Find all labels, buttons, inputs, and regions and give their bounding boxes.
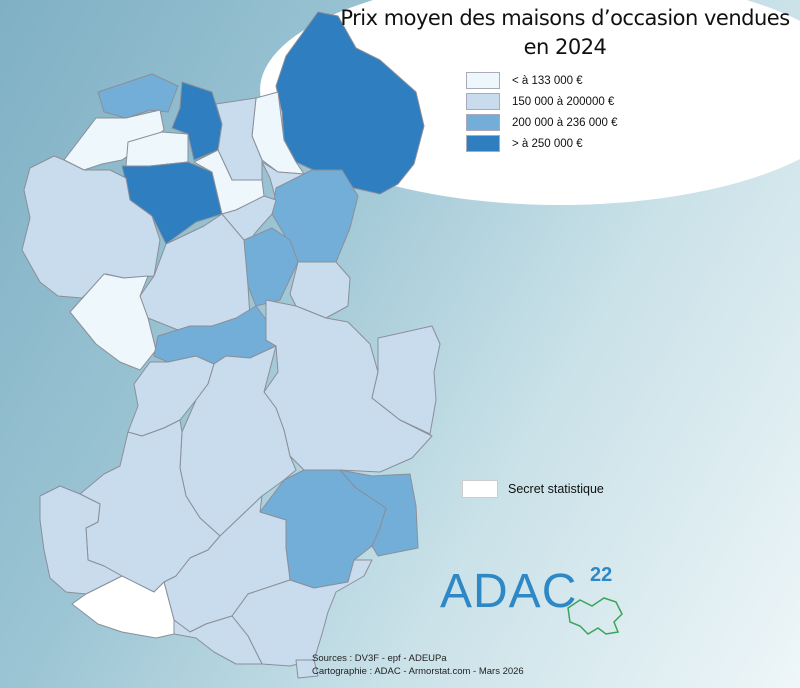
legend-swatch [466,93,500,110]
legend-item: 200 000 à 236 000 € [466,112,618,133]
region [39,485,123,595]
secret-swatch [462,480,498,498]
region [243,227,299,307]
region [271,169,359,263]
legend: < à 133 000 € 150 000 à 200000 € 200 000… [466,70,618,154]
legend-label: > à 250 000 € [512,137,583,150]
title-line-1: Prix moyen des maisons d’occasion vendue… [340,6,790,30]
legend-item: 150 000 à 200000 € [466,91,618,112]
region [263,299,433,473]
legend-label: 200 000 à 236 000 € [512,116,618,129]
map-title: Prix moyen des maisons d’occasion vendue… [330,4,800,62]
sources-line: Sources : DV3F - epf - ADEUPa [312,653,447,664]
region [275,11,425,195]
legend-swatch [466,114,500,131]
legend-swatch [466,135,500,152]
adac-logo: ADAC 22 [440,564,623,635]
legend-label: < à 133 000 € [512,74,583,87]
credits-line: Cartographie : ADAC - Armorstat.com - Ma… [312,666,524,677]
region [289,261,351,319]
region [171,81,223,161]
region [371,325,441,435]
region [173,615,263,665]
region [97,73,179,119]
secret-label: Secret statistique [508,482,604,496]
logo-text: ADAC [440,565,578,618]
legend-label: 150 000 à 200000 € [512,95,615,108]
logo-number: 22 [590,564,613,586]
logo-outline-icon [567,597,623,635]
legend-swatch [466,72,500,89]
legend-item: > à 250 000 € [466,133,618,154]
title-line-2: en 2024 [523,35,607,59]
region [69,273,157,371]
region [295,659,319,679]
secret-legend: Secret statistique [462,480,604,498]
legend-item: < à 133 000 € [466,70,618,91]
sources: Sources : DV3F - epf - ADEUPa Cartograph… [312,652,524,678]
region [339,469,419,557]
